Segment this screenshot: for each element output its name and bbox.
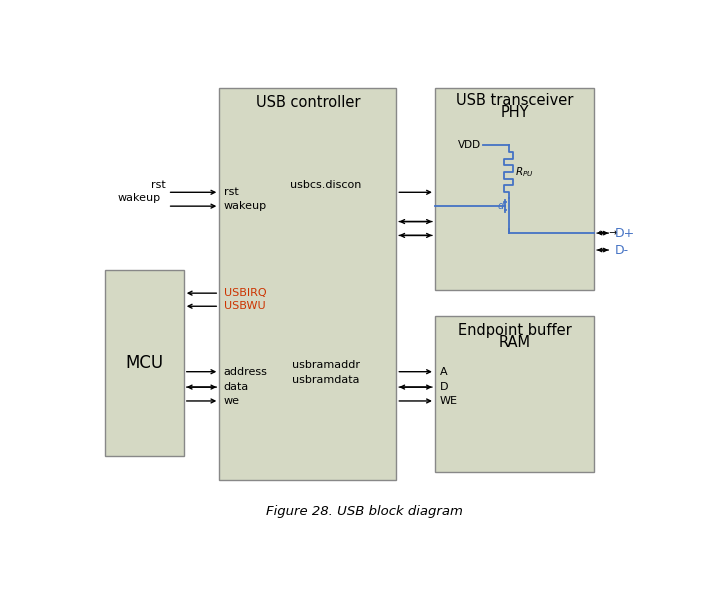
Text: USBIRQ: USBIRQ (224, 288, 267, 298)
Text: RAM: RAM (498, 335, 530, 350)
Text: usbramaddr: usbramaddr (292, 360, 360, 369)
Text: USB transceiver: USB transceiver (456, 93, 573, 108)
Text: address: address (224, 367, 268, 377)
Text: wakeup: wakeup (224, 201, 267, 211)
Text: D+: D+ (614, 227, 634, 240)
Bar (435, 88, 594, 290)
Text: we: we (224, 396, 240, 406)
Bar (219, 88, 396, 480)
Text: $R_{PU}$: $R_{PU}$ (515, 165, 534, 178)
Text: WE: WE (439, 396, 457, 406)
Text: Endpoint buffer: Endpoint buffer (458, 322, 572, 337)
Text: usbramdata: usbramdata (292, 375, 359, 385)
Text: Figure 28. USB block diagram: Figure 28. USB block diagram (266, 505, 462, 518)
Text: wakeup: wakeup (117, 193, 161, 203)
Text: USBWU: USBWU (224, 301, 265, 311)
Text: rst: rst (151, 180, 166, 190)
Text: A: A (439, 367, 447, 377)
Bar (105, 270, 184, 456)
Text: ← →: ← → (598, 228, 617, 238)
Text: usbcs.discon: usbcs.discon (290, 180, 361, 190)
Text: MCU: MCU (125, 354, 164, 372)
Text: data: data (224, 382, 249, 392)
Text: d: d (498, 201, 504, 211)
Text: D: D (439, 382, 448, 392)
Text: rst: rst (224, 187, 239, 198)
Text: USB controller: USB controller (255, 95, 360, 109)
Text: PHY: PHY (501, 105, 529, 120)
Text: VDD: VDD (458, 140, 481, 151)
Bar (435, 317, 594, 472)
Text: D-: D- (614, 243, 629, 256)
